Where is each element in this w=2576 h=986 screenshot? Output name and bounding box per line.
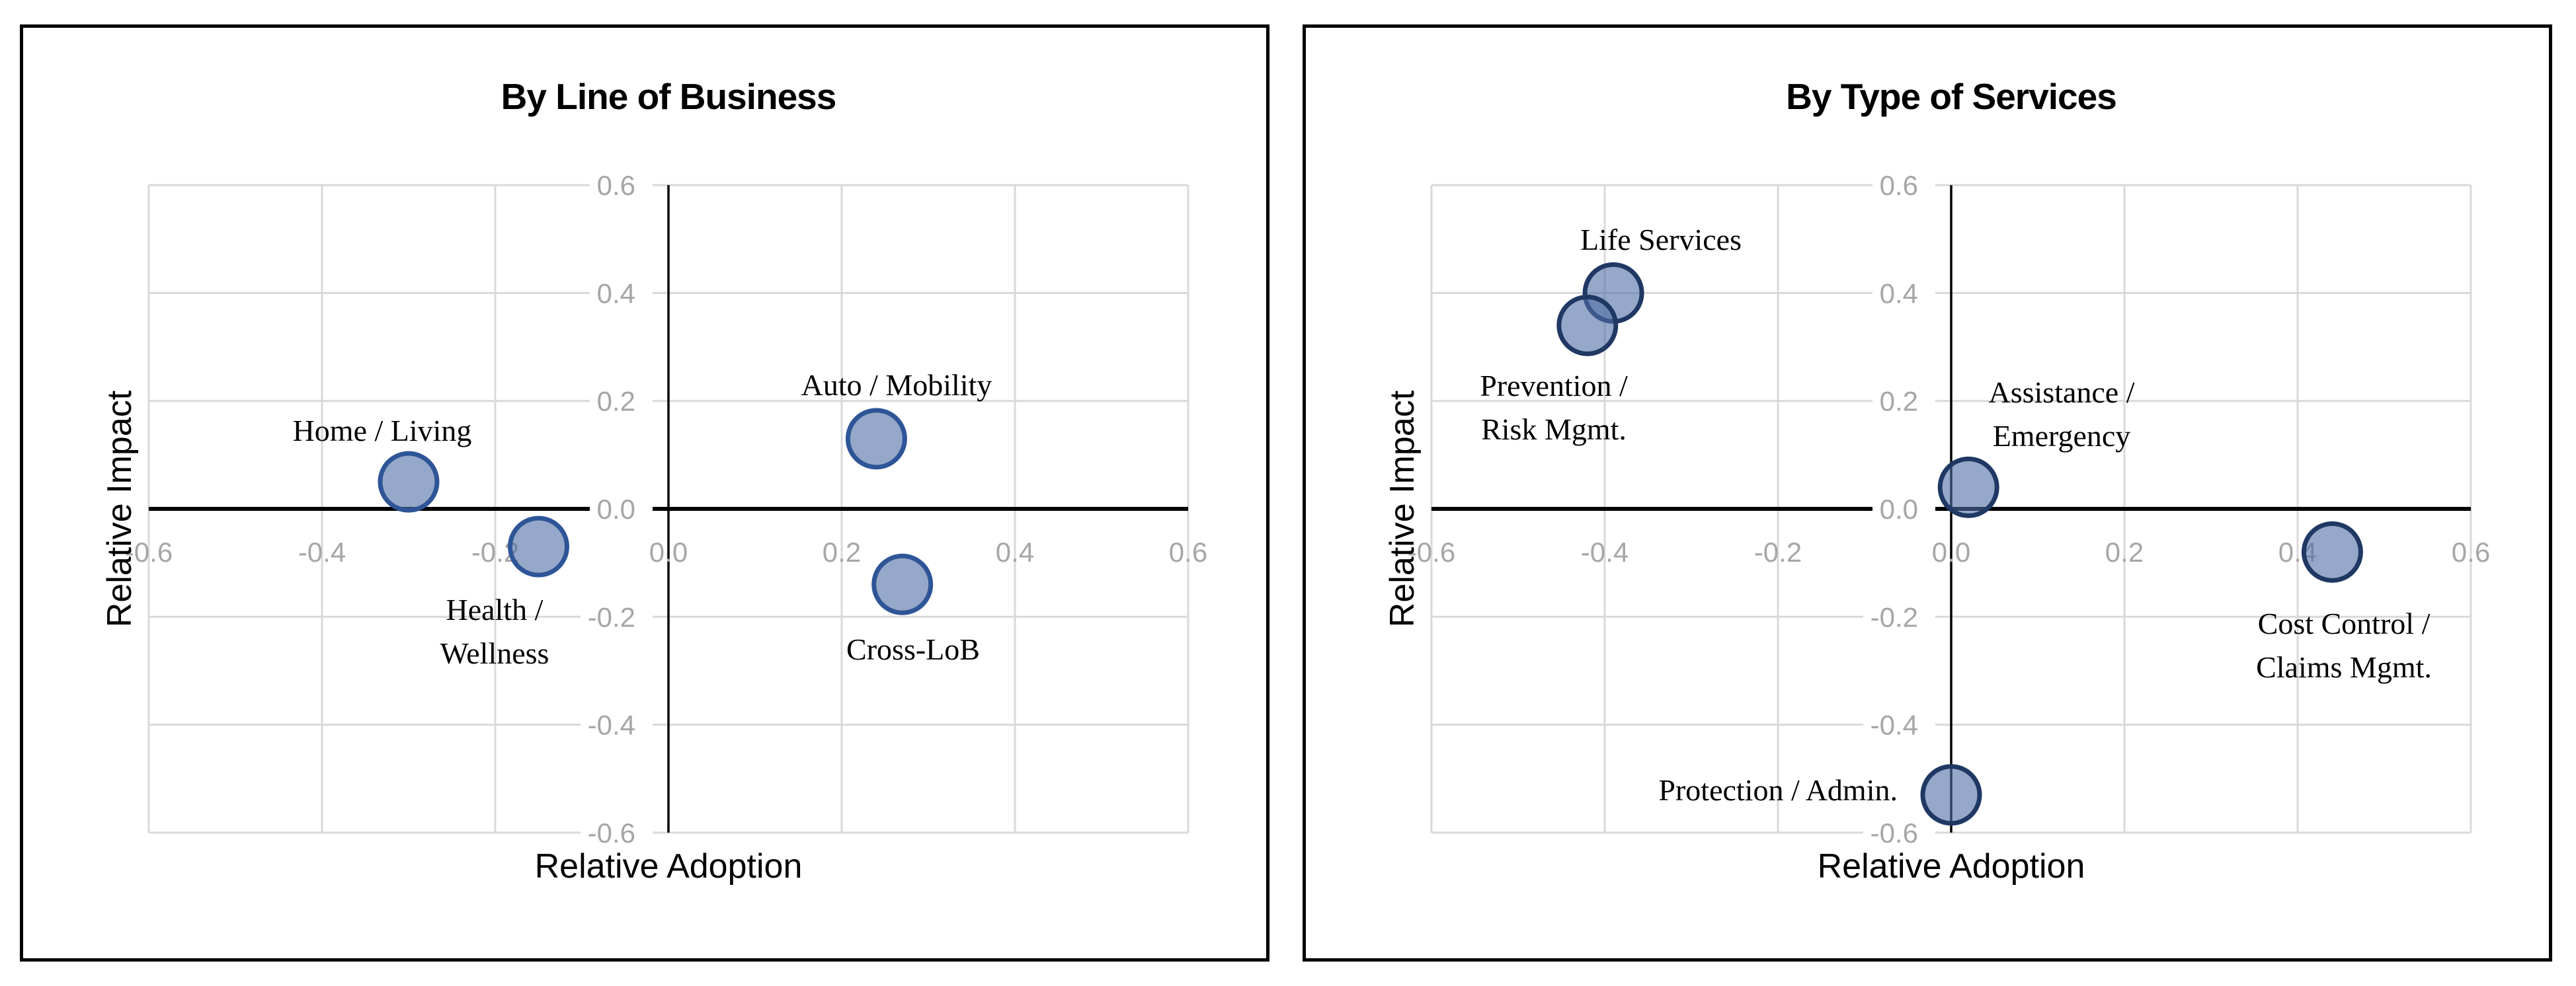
scatter-plot-by-type-of-services: -0.6 -0.4 -0.2 0.0 0.2 0.4 0.60.60.40.20.0-0.2… bbox=[1408, 170, 2490, 849]
x-tick-label: 0.2 bbox=[2105, 537, 2144, 568]
x-tick-label: 0.0 bbox=[1932, 537, 1970, 568]
x-axis-title: Relative Adoption bbox=[534, 847, 803, 886]
data-point-assistance-emergency bbox=[1937, 456, 1999, 518]
y-tick-label-backing bbox=[590, 170, 653, 201]
data-point-label-home-living: Home / Living bbox=[293, 414, 472, 447]
y-tick-label: 0.0 bbox=[1880, 494, 1918, 525]
x-axis-title: Relative Adoption bbox=[1817, 847, 2085, 886]
y-tick-label: -0.2 bbox=[588, 601, 635, 632]
y-tick-label-backing bbox=[1872, 278, 1935, 309]
data-point-protection-admin bbox=[1920, 764, 1982, 826]
x-tick-label: 0.2 bbox=[823, 537, 861, 568]
data-point-home-living bbox=[378, 451, 440, 513]
y-tick-label-backing bbox=[1872, 170, 1935, 201]
y-tick-label-backing bbox=[1872, 494, 1935, 524]
y-tick-label: -0.6 bbox=[588, 817, 635, 849]
y-tick-label: -0.2 bbox=[1871, 601, 1918, 632]
y-tick-label: -0.6 bbox=[1871, 817, 1918, 849]
data-point-label-cost-control-claims-mgmt: Claims Mgmt. bbox=[2256, 650, 2432, 684]
x-tick-label: -0.4 bbox=[1581, 537, 1629, 568]
y-tick-label-backing bbox=[590, 385, 653, 416]
data-point-label-life-services: Life Services bbox=[1580, 223, 1742, 256]
chart-title: By Type of Services bbox=[1786, 76, 2117, 117]
y-tick-label: 0.4 bbox=[597, 278, 635, 309]
data-point-label-cost-control-claims-mgmt: Cost Control / bbox=[2258, 607, 2431, 640]
chart-title: By Line of Business bbox=[501, 76, 837, 117]
y-tick-label-backing bbox=[1863, 709, 1935, 740]
y-tick-label: 0.0 bbox=[597, 494, 635, 525]
y-axis-title: Relative Impact bbox=[101, 390, 139, 628]
data-point-label-health-wellness: Health / bbox=[446, 593, 543, 626]
y-tick-label: 0.2 bbox=[597, 386, 635, 417]
scatter-plot-by-line-of-business: -0.6 -0.4 -0.2 0.0 0.2 0.4 0.60.60.40.20.0-0.2… bbox=[125, 170, 1207, 849]
y-tick-label-backing bbox=[1863, 601, 1935, 632]
x-tick-label: -0.2 bbox=[1754, 537, 1802, 568]
data-point-label-auto-mobility: Auto / Mobility bbox=[801, 368, 992, 402]
data-point-health-wellness bbox=[508, 515, 569, 578]
y-tick-label-backing bbox=[590, 494, 653, 524]
y-tick-label: 0.2 bbox=[1880, 386, 1918, 417]
x-tick-label: 0.6 bbox=[2452, 537, 2490, 568]
chart-panel-by-line-of-business: -0.6 -0.4 -0.2 0.0 0.2 0.4 0.6 0.6 0.4 0.2 0.0 -0.2… bbox=[20, 24, 1269, 962]
y-tick-label-backing bbox=[1863, 817, 1935, 848]
y-tick-label-backing bbox=[581, 817, 653, 848]
y-tick-label: -0.4 bbox=[1871, 710, 1918, 741]
y-tick-label-backing bbox=[581, 709, 653, 740]
x-tick-label: 0.4 bbox=[996, 537, 1034, 568]
y-tick-label: -0.4 bbox=[588, 710, 635, 741]
data-point-cross-lob bbox=[871, 553, 934, 615]
x-tick-label: 0.6 bbox=[1169, 537, 1207, 568]
x-tick-label: -0.4 bbox=[298, 537, 346, 568]
x-tick-label: 0.0 bbox=[649, 537, 688, 568]
x-tick-label: -0.6 bbox=[1408, 537, 1455, 568]
y-tick-label: 0.4 bbox=[1880, 278, 1918, 309]
y-tick-label-backing bbox=[590, 278, 653, 309]
data-point-prevention-risk-mgmt bbox=[1556, 294, 1619, 356]
data-point-label-prevention-risk-mgmt: Prevention / bbox=[1480, 369, 1628, 402]
data-point-label-prevention-risk-mgmt: Risk Mgmt. bbox=[1481, 412, 1627, 446]
y-tick-label: 0.6 bbox=[597, 170, 635, 201]
y-tick-label: 0.6 bbox=[1880, 170, 1918, 201]
y-tick-label-backing bbox=[1872, 385, 1935, 416]
data-point-label-assistance-emergency: Emergency bbox=[1993, 419, 2131, 453]
chart-panel-by-type-of-services: -0.6 -0.4 -0.2 0.0 0.2 0.4 0.6 0.6 0.4 0.2 0.0 -0.2… bbox=[1303, 24, 2552, 962]
data-point-label-cross-lob: Cross-LoB bbox=[846, 632, 980, 666]
data-point-auto-mobility bbox=[845, 408, 907, 470]
data-point-label-assistance-emergency: Assistance / bbox=[1988, 375, 2134, 409]
data-point-label-protection-admin: Protection / Admin. bbox=[1658, 773, 1898, 807]
data-point-label-health-wellness: Wellness bbox=[440, 636, 549, 670]
y-axis-title: Relative Impact bbox=[1383, 390, 1422, 628]
x-tick-label: -0.6 bbox=[125, 537, 173, 568]
y-tick-label-backing bbox=[581, 601, 653, 632]
data-point-cost-control-claims-mgmt bbox=[2301, 521, 2363, 583]
